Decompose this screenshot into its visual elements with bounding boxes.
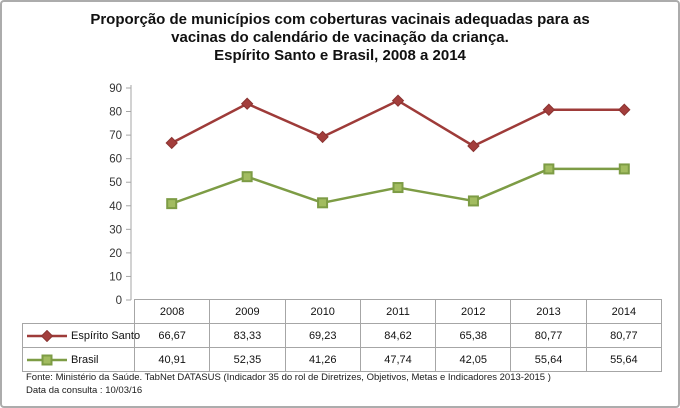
y-axis-tick-label: 40	[109, 201, 122, 213]
y-axis-tick-label: 80	[109, 107, 122, 119]
data-table-body: Espírito Santo 66,67 83,33 69,23 84,62 65,38 8…	[22, 323, 663, 372]
value-cell: 47,74	[359, 347, 437, 372]
series-row: Espírito Santo 66,67 83,33 69,23 84,62 65,38 8…	[22, 323, 663, 348]
chart-data-table: 2008 2009 2010 2011 2012 2013 2014 Espírito Sa…	[22, 299, 663, 372]
data-point-diamond	[618, 103, 631, 116]
data-point-square	[543, 163, 555, 175]
chart-footnote: Fonte: Ministério da Saúde. TabNet DATAS…	[26, 371, 551, 397]
y-axis-tick-label: 90	[109, 83, 122, 95]
data-point-square	[618, 163, 630, 175]
data-point-square	[241, 171, 253, 183]
value-cell: 66,67	[133, 323, 211, 348]
series-line-1	[171, 99, 625, 148]
value-cell: 69,23	[284, 323, 361, 348]
legend-marker-diamond-icon	[27, 329, 67, 342]
y-axis-tick-label: 70	[109, 130, 122, 142]
legend-marker-square-icon	[27, 354, 67, 365]
legend-cell: Brasil	[22, 347, 135, 372]
year-cell: 2012	[435, 299, 512, 324]
legend-cell: Espírito Santo	[22, 323, 140, 348]
year-cell: 2010	[284, 299, 361, 324]
value-cell: 80,77	[510, 323, 587, 348]
year-cell: 2014	[585, 299, 663, 324]
table-corner-blank	[23, 300, 135, 324]
series-row: Brasil 40,91 52,35 41,26 47,74 42,05 55,64 55,6…	[22, 347, 663, 372]
data-point-diamond	[391, 94, 405, 107]
year-cell: 2013	[510, 299, 587, 324]
source-text: Fonte: Ministério da Saúde. TabNet DATAS…	[26, 372, 551, 383]
y-axis-tick-label: 30	[109, 224, 122, 236]
y-axis-tick-label: 60	[109, 154, 122, 166]
y-axis-tick-label: 0	[116, 295, 122, 307]
chart-title: Proporção de municípios com coberturas v…	[90, 11, 590, 64]
data-point-square	[392, 182, 404, 194]
year-cell: 2009	[209, 299, 286, 324]
y-axis-tick-label: 50	[109, 177, 122, 189]
year-cell: 2011	[359, 299, 437, 324]
data-table-header: 2008 2009 2010 2011 2012 2013 2014	[23, 299, 663, 324]
value-cell: 83,33	[209, 323, 286, 348]
data-point-square	[467, 195, 479, 207]
y-axis-tick-label: 20	[109, 248, 122, 260]
value-cell: 42,05	[435, 347, 512, 372]
year-cell: 2008	[133, 299, 211, 324]
value-cell: 52,35	[209, 347, 286, 372]
data-point-diamond	[542, 103, 556, 116]
value-cell: 40,91	[133, 347, 211, 372]
data-point-square	[166, 198, 178, 210]
value-cell: 65,38	[435, 323, 512, 348]
value-cell: 41,26	[284, 347, 361, 372]
data-point-diamond	[165, 136, 178, 150]
value-cell: 80,77	[585, 323, 663, 348]
value-cell: 55,64	[510, 347, 587, 372]
year-header-row: 2008 2009 2010 2011 2012 2013 2014	[23, 299, 663, 324]
legend-series-name: Espírito Santo	[71, 329, 141, 342]
value-cell: 55,64	[585, 347, 663, 372]
consult-date-text: Data da consulta : 10/03/16	[26, 385, 143, 396]
data-point-diamond	[316, 130, 329, 144]
legend-series-name: Brasil	[71, 353, 99, 366]
y-axis-tick-label: 10	[109, 271, 122, 283]
data-point-diamond	[240, 97, 254, 110]
data-point-square	[317, 197, 329, 209]
data-point-diamond	[467, 139, 480, 153]
value-cell: 84,62	[359, 323, 437, 348]
